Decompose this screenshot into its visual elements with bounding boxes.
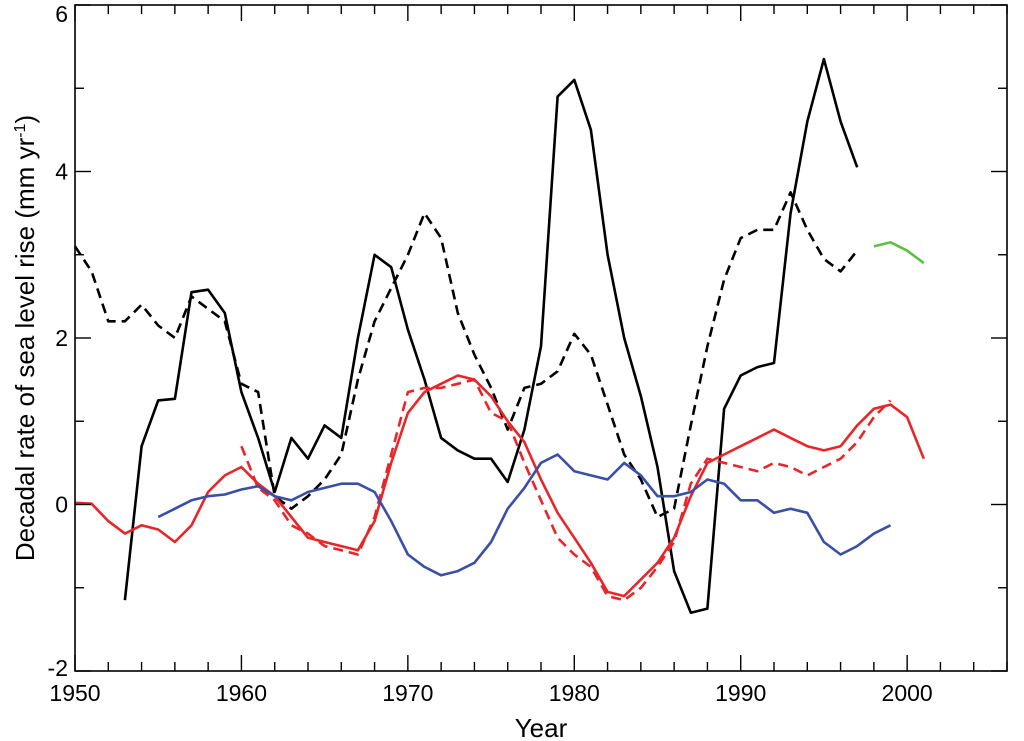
series-line-1 [123, 57, 859, 615]
y-tick-label: -2 [48, 655, 68, 681]
y-tick-label: 2 [55, 325, 68, 351]
y-tick-label: 6 [55, 1, 68, 27]
y-axis-title: Decadal rate of sea level rise (mm yr-1) [10, 115, 40, 561]
tick-layer [74, 4, 1008, 672]
y-axis-title-main: Decadal rate of sea level rise (mm yr [10, 137, 40, 561]
series-line-6 [873, 241, 925, 265]
series-line-4 [240, 378, 892, 602]
x-tick-label: 1950 [49, 680, 100, 706]
tick-label-layer: 1950 1960 1970 1980 1990 2000 -2 0 2 4 6 [48, 1, 933, 706]
series-line-5 [157, 453, 892, 577]
series-line-3 [74, 374, 926, 598]
x-tick-label: 1980 [549, 680, 600, 706]
y-tick-label: 4 [55, 159, 68, 185]
series-layer [73, 57, 926, 615]
y-axis-title-suffix: ) [10, 115, 40, 124]
y-axis-title-superscript: -1 [12, 123, 29, 137]
series-line-2 [73, 191, 859, 519]
x-tick-label: 1960 [216, 680, 267, 706]
y-tick-label: 0 [55, 492, 68, 518]
x-tick-label: 2000 [882, 680, 933, 706]
x-tick-label: 1970 [382, 680, 433, 706]
x-tick-label: 1990 [715, 680, 766, 706]
x-axis-title: Year [515, 713, 568, 741]
